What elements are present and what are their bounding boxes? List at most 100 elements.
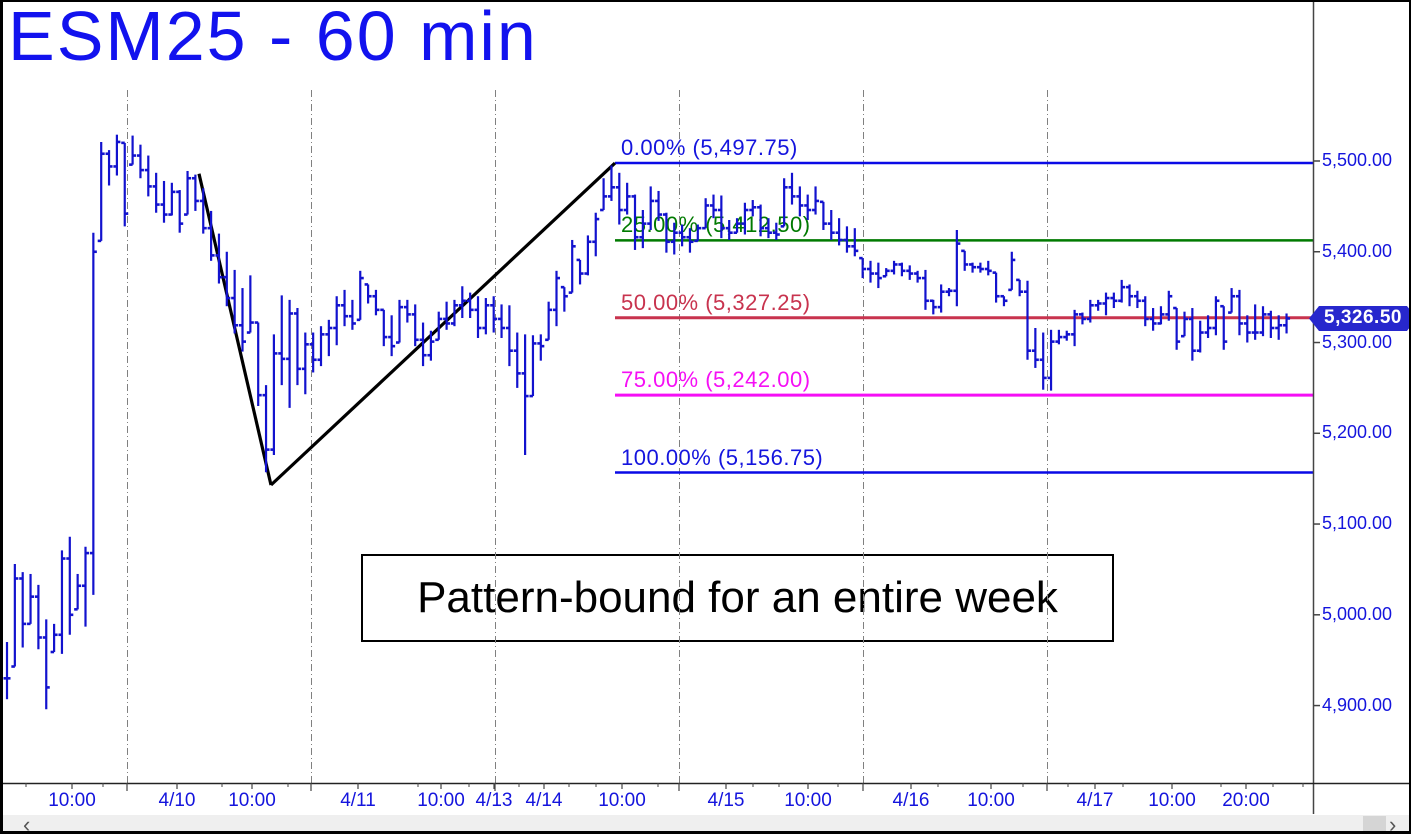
trendline [197, 161, 617, 487]
ohlc-bar [176, 190, 184, 233]
ohlc-bar [66, 536, 74, 635]
time-axis-label: 10:00 [598, 790, 646, 811]
time-axis-label: 10:00 [784, 790, 832, 811]
ohlc-bar [435, 311, 443, 342]
ohlc-bar [1220, 304, 1228, 350]
ohlc-bar [1063, 330, 1071, 341]
ohlc-bar [246, 275, 254, 334]
ohlc-bar [254, 321, 262, 407]
horizontal-scrollbar[interactable]: ‹ › [3, 812, 1409, 834]
ohlc-bar [553, 270, 560, 327]
price-axis-label: 5,500.00 [1322, 150, 1393, 170]
ohlc-bar [1078, 312, 1086, 325]
ohlc-bar [859, 256, 867, 279]
time-axis-label: 10:00 [1148, 790, 1196, 811]
ohlc-bar [184, 170, 192, 216]
ohlc-bar [1228, 288, 1236, 314]
ohlc-bar [121, 141, 129, 227]
ohlc-bar [529, 335, 537, 398]
ohlc-bar [764, 218, 772, 239]
ohlc-bar [623, 182, 631, 215]
ohlc-bar [545, 301, 553, 342]
ohlc-bar [772, 222, 780, 240]
ohlc-bar [851, 228, 859, 257]
ohlc-bar [1071, 309, 1079, 347]
ohlc-bar [1259, 306, 1267, 337]
ohlc-bar [804, 194, 812, 220]
ohlc-bar [1141, 296, 1149, 327]
ohlc-bar [702, 198, 710, 230]
ohlc-bar [780, 178, 788, 228]
ohlc-bar [898, 262, 906, 277]
ohlc-bar [882, 268, 890, 278]
ohlc-bar [953, 229, 961, 307]
ohlc-bar [396, 299, 403, 344]
ohlc-bar [419, 322, 427, 367]
ohlc-bar [278, 295, 286, 386]
ohlc-bar [325, 319, 333, 357]
ohlc-bar [490, 296, 498, 333]
time-axis-label: 4/16 [892, 790, 930, 811]
trendline-segment[interactable] [269, 161, 617, 487]
ohlc-bar [89, 232, 97, 595]
gridlines-layer [127, 90, 1048, 783]
ohlc-bar [843, 226, 851, 253]
price-axis-label: 5,300.00 [1322, 331, 1393, 352]
ohlc-bar [199, 188, 207, 234]
ohlc-bar [388, 315, 396, 357]
ohlc-bar [521, 334, 529, 456]
price-axis-label: 5,200.00 [1322, 422, 1393, 443]
ohlc-bar [686, 228, 694, 253]
scrollbar-thumb[interactable] [1363, 816, 1386, 831]
annotation-box[interactable]: Pattern-bound for an entire week [361, 554, 1114, 642]
ohlc-bar [443, 301, 451, 330]
ohlc-bar [191, 174, 199, 211]
ohlc-bar [11, 563, 19, 668]
ohlc-bar [262, 385, 270, 473]
ohlc-bar [1243, 315, 1251, 343]
ohlc-bar [301, 332, 309, 395]
ohlc-bar [1047, 329, 1055, 391]
ohlc-bar [215, 233, 223, 284]
scroll-right-arrow[interactable]: › [1389, 812, 1397, 834]
ohlc-bar [498, 304, 506, 338]
ohlc-bar [58, 550, 66, 654]
ohlc-bar [270, 334, 278, 456]
ohlc-bar [662, 212, 670, 253]
ohlc-bar [1149, 308, 1157, 331]
ohlc-bar [725, 219, 733, 240]
ohlc-bar [890, 260, 898, 275]
ohlc-bar [741, 202, 749, 235]
time-axis-label: 4/11 [340, 790, 376, 811]
price-axis-label: 4,900.00 [1322, 694, 1393, 715]
ohlc-bar [1212, 296, 1220, 336]
fib-lines-layer [615, 161, 1313, 474]
ohlc-bar [976, 262, 984, 273]
ohlc-bar [160, 180, 168, 223]
ohlc-bar [1165, 290, 1173, 321]
ohlc-bar [1118, 279, 1126, 303]
ohlc-bar [867, 260, 874, 283]
ohlc-bar [992, 271, 1000, 303]
ohlc-bar [827, 210, 835, 240]
ohlc-bars-layer [3, 134, 1291, 710]
fib-label-50: 50.00% (5,327.25) [621, 289, 811, 315]
ohlc-bar [757, 204, 765, 237]
time-axis-label: 10:00 [967, 790, 1015, 811]
ohlc-bar [74, 573, 82, 611]
ohlc-bar [835, 218, 843, 246]
ohlc-bar [639, 210, 647, 249]
ohlc-bar [1204, 315, 1212, 338]
ohlc-bar [969, 262, 977, 273]
ohlc-bar [788, 172, 796, 205]
ohlc-bar [584, 235, 592, 276]
ohlc-bar [1000, 294, 1008, 307]
ohlc-bar [341, 289, 349, 327]
scroll-left-arrow[interactable]: ‹ [23, 812, 31, 834]
ohlc-bar [317, 326, 325, 367]
price-chart-canvas[interactable] [3, 2, 1411, 834]
ohlc-bar [1235, 289, 1243, 336]
ohlc-bar [1173, 306, 1181, 350]
ohlc-bar [27, 573, 35, 626]
